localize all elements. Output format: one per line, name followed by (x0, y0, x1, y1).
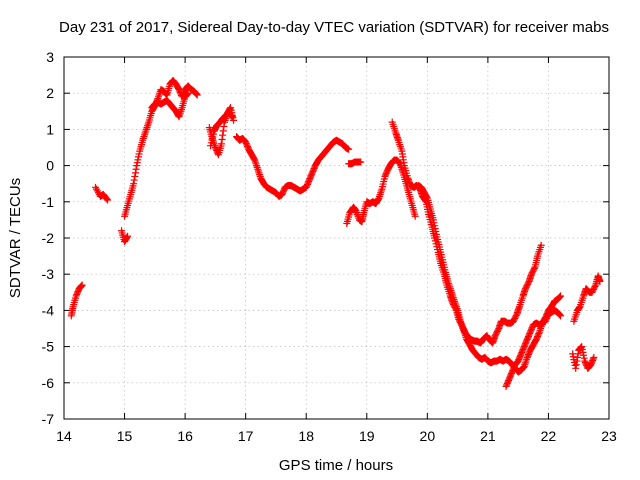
y-tick-label: -2 (42, 230, 55, 246)
y-tick-label: 2 (46, 85, 54, 101)
data-point (131, 172, 139, 180)
data-point (183, 91, 191, 99)
data-point (140, 133, 148, 141)
data-point (142, 127, 150, 135)
data-point (357, 158, 365, 166)
data-point (139, 134, 147, 142)
data-point (132, 165, 140, 173)
data-point (130, 180, 138, 188)
data-point (590, 353, 598, 361)
data-point (255, 169, 263, 177)
data-point (130, 176, 138, 184)
x-tick-label: 14 (56, 428, 72, 444)
data-point (141, 131, 149, 139)
data-point (220, 123, 228, 131)
y-tick-label: -5 (42, 339, 55, 355)
y-tick-label: -1 (42, 194, 55, 210)
data-point (131, 169, 139, 177)
data-point (104, 196, 112, 204)
y-tick-label: -7 (42, 411, 55, 427)
data-point (596, 277, 604, 285)
data-point (184, 90, 192, 98)
x-tick-label: 21 (480, 428, 496, 444)
data-point (142, 125, 150, 133)
y-axis-label: SDTVAR / TECUs (7, 178, 24, 298)
chart-title: Day 231 of 2017, Sidereal Day-to-day VTE… (59, 19, 609, 36)
data-points (67, 77, 604, 390)
data-point (219, 131, 227, 139)
y-tick-label: 0 (46, 158, 54, 174)
x-tick-label: 17 (238, 428, 254, 444)
plot-frame (63, 56, 610, 420)
y-tick-labels: -7 -6 -5 -4 -3 -2 -1 0 1 2 3 (42, 49, 55, 427)
data-point (572, 361, 580, 369)
data-point (193, 90, 201, 98)
data-point (535, 330, 543, 338)
y-tick-label: -3 (42, 266, 55, 282)
data-point (556, 293, 564, 301)
data-point (254, 165, 262, 173)
x-tick-label: 19 (359, 428, 375, 444)
x-tick-label: 16 (177, 428, 193, 444)
data-point (77, 283, 85, 291)
data-point (78, 281, 86, 289)
data-point (411, 212, 419, 220)
data-point (228, 113, 236, 121)
data-point (144, 120, 152, 128)
x-tick-labels: 14 15 16 17 18 19 20 21 22 23 (56, 428, 617, 444)
data-point (523, 355, 531, 363)
data-point (574, 353, 582, 361)
y-tick-label: -4 (42, 302, 55, 318)
data-point (124, 232, 132, 240)
data-point (591, 283, 599, 291)
data-point (377, 187, 385, 195)
data-point (230, 116, 238, 124)
axis-ticks (63, 56, 610, 420)
data-point (522, 357, 530, 365)
data-point (253, 163, 261, 171)
data-point (141, 129, 149, 137)
data-point (557, 292, 565, 300)
data-point (219, 127, 227, 135)
x-tick-label: 23 (601, 428, 617, 444)
data-point (143, 124, 151, 132)
y-tick-label: -6 (42, 375, 55, 391)
x-tick-label: 15 (117, 428, 133, 444)
data-point (218, 136, 226, 144)
x-axis-label: GPS time / hours (279, 457, 393, 474)
data-point (162, 90, 170, 98)
data-point (556, 311, 564, 319)
data-point (253, 162, 261, 170)
x-tick-label: 20 (420, 428, 436, 444)
data-point (193, 91, 201, 99)
data-point (217, 140, 225, 148)
data-point (573, 357, 581, 365)
data-point (345, 145, 353, 153)
data-point (555, 310, 563, 318)
data-point (123, 233, 131, 241)
data-point (144, 122, 152, 130)
data-point (423, 193, 431, 201)
y-tick-label: 1 (46, 121, 54, 137)
data-point (103, 195, 111, 203)
data-point (572, 364, 580, 372)
data-point (574, 350, 582, 358)
data-point (227, 111, 235, 119)
data-point (537, 241, 545, 249)
data-point (254, 167, 262, 175)
data-point (78, 282, 86, 290)
data-point (184, 89, 192, 97)
data-point (557, 312, 565, 320)
data-point (228, 112, 236, 120)
data-point (377, 189, 385, 197)
data-point (555, 293, 563, 301)
x-tick-label: 18 (298, 428, 314, 444)
data-point (530, 264, 538, 272)
data-point (589, 355, 597, 363)
y-tick-label: 3 (46, 49, 54, 65)
x-tick-label: 22 (541, 428, 557, 444)
data-point (192, 90, 200, 98)
